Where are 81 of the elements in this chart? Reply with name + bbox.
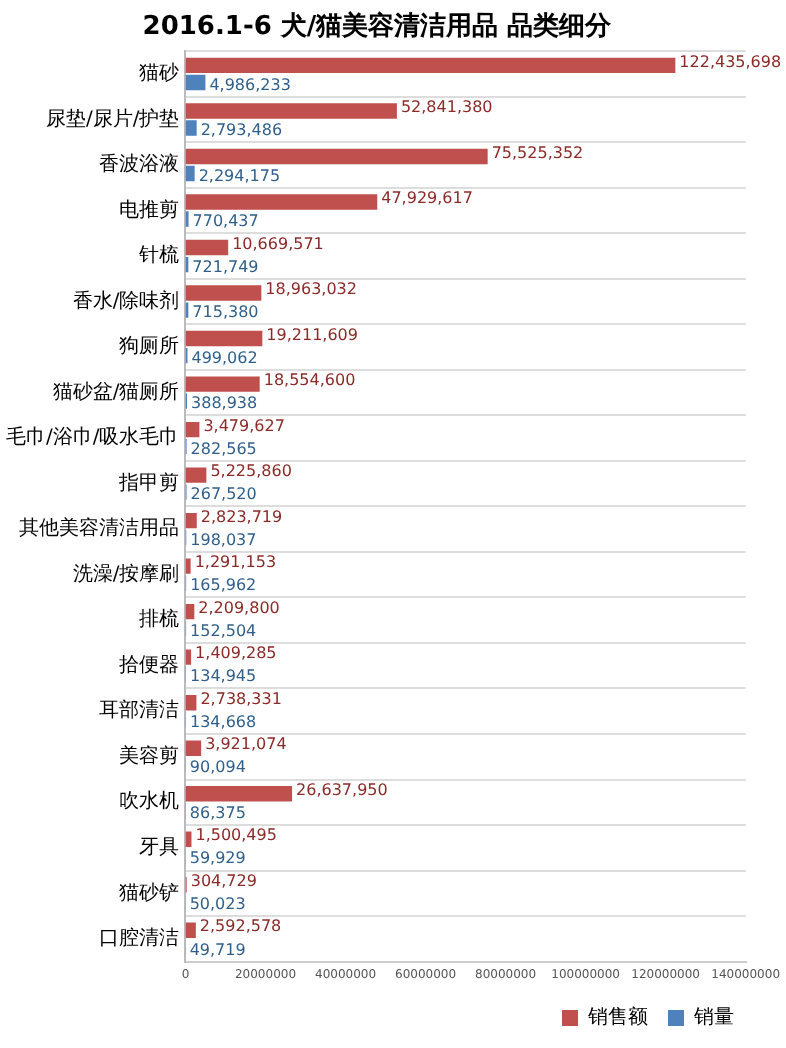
data-label: 1,500,495 [195, 826, 277, 845]
y-tick-label: 指甲剪 [117, 470, 180, 495]
y-tick-label: 拾便器 [119, 652, 180, 677]
y-tick-label: 毛巾/浴巾/吸水毛巾 [5, 425, 180, 450]
y-tick-label: 香波浴液 [99, 152, 180, 177]
y-tick-label: 猫砂铲 [119, 880, 180, 905]
y-tick-label: 牙具 [139, 836, 180, 859]
data-label: 499,062 [191, 348, 258, 367]
data-label: 10,669,571 [232, 234, 324, 253]
data-label: 1,291,153 [194, 553, 277, 572]
data-label: 198,037 [190, 530, 257, 549]
y-tick-label: 猫砂盆/猫厕所 [52, 379, 180, 404]
y-tick-label: 口腔清洁 [99, 926, 180, 951]
data-label: 267,520 [190, 485, 257, 504]
y-tick-label: 狗厕所 [119, 334, 180, 359]
bar [185, 239, 229, 256]
bar [185, 786, 293, 802]
chart-title: 2016.1-6 犬/猫美容清洁用品 品类细分 [142, 10, 614, 43]
data-label: 1,409,285 [195, 644, 277, 663]
data-label: 2,209,800 [198, 598, 280, 617]
bar [185, 740, 202, 756]
bar [185, 103, 397, 119]
bar [185, 194, 378, 210]
data-label: 715,380 [192, 303, 259, 322]
bar [185, 120, 197, 136]
bar [185, 74, 206, 91]
bar [185, 57, 676, 74]
data-label: 26,637,950 [296, 780, 388, 799]
data-label: 134,668 [190, 712, 257, 731]
data-label: 18,554,600 [263, 371, 356, 390]
y-tick-label: 排梳 [139, 607, 180, 632]
data-label: 282,565 [190, 439, 257, 458]
y-tick-label: 针梳 [137, 243, 180, 268]
y-tick-label: 猫砂 [139, 61, 180, 86]
data-label: 59,929 [189, 849, 246, 868]
data-label: 90,094 [189, 758, 246, 777]
data-label: 2,793,486 [200, 121, 283, 140]
y-tick-label: 耳部清洁 [99, 698, 180, 723]
y-tick-label: 吹水机 [119, 789, 180, 814]
data-label: 2,823,719 [200, 507, 283, 526]
data-label: 50,023 [189, 895, 246, 914]
data-label: 18,963,032 [265, 280, 357, 299]
data-label: 5,225,860 [210, 462, 292, 481]
bar [185, 512, 197, 529]
data-label: 47,929,617 [381, 189, 473, 208]
y-tick-label: 电推剪 [119, 197, 180, 222]
data-label: 2,738,331 [200, 689, 282, 708]
data-label: 19,211,609 [266, 325, 358, 344]
data-label: 2,592,578 [199, 917, 282, 936]
data-label: 388,938 [191, 394, 258, 413]
data-label: 152,504 [190, 621, 257, 640]
data-label: 770,437 [192, 212, 259, 231]
bar [185, 148, 488, 165]
bar [185, 558, 191, 574]
data-label: 75,525,352 [491, 143, 584, 162]
bar [185, 922, 196, 938]
legend-label: 销量 [692, 1007, 734, 1030]
y-tick-label: 香水/除味剂 [72, 288, 180, 313]
y-tick-label: 其他美容清洁用品 [19, 516, 180, 541]
data-label: 49,719 [189, 940, 246, 959]
bar [185, 285, 262, 301]
data-label: 304,729 [190, 871, 257, 890]
y-tick-label: 洗澡/按摩刷 [72, 561, 180, 586]
y-tick-label: 美容剪 [119, 743, 180, 768]
data-label: 52,841,380 [400, 98, 493, 117]
data-label: 122,435,698 [679, 52, 782, 71]
y-tick-label: 尿垫/尿片/护垫 [45, 106, 180, 131]
data-label: 2,294,175 [198, 166, 281, 185]
bar [185, 330, 263, 347]
bar [185, 165, 195, 182]
data-label: 165,962 [190, 576, 257, 595]
data-label: 3,479,627 [203, 416, 285, 435]
data-label: 86,375 [189, 803, 246, 822]
legend-label: 销售额 [586, 1005, 648, 1030]
data-label: 4,986,233 [209, 75, 291, 94]
data-label: 134,945 [190, 667, 257, 686]
bar [185, 376, 260, 392]
bar [185, 467, 207, 483]
bar [185, 421, 200, 438]
data-label: 3,921,074 [205, 735, 287, 754]
data-label: 721,749 [192, 257, 259, 276]
